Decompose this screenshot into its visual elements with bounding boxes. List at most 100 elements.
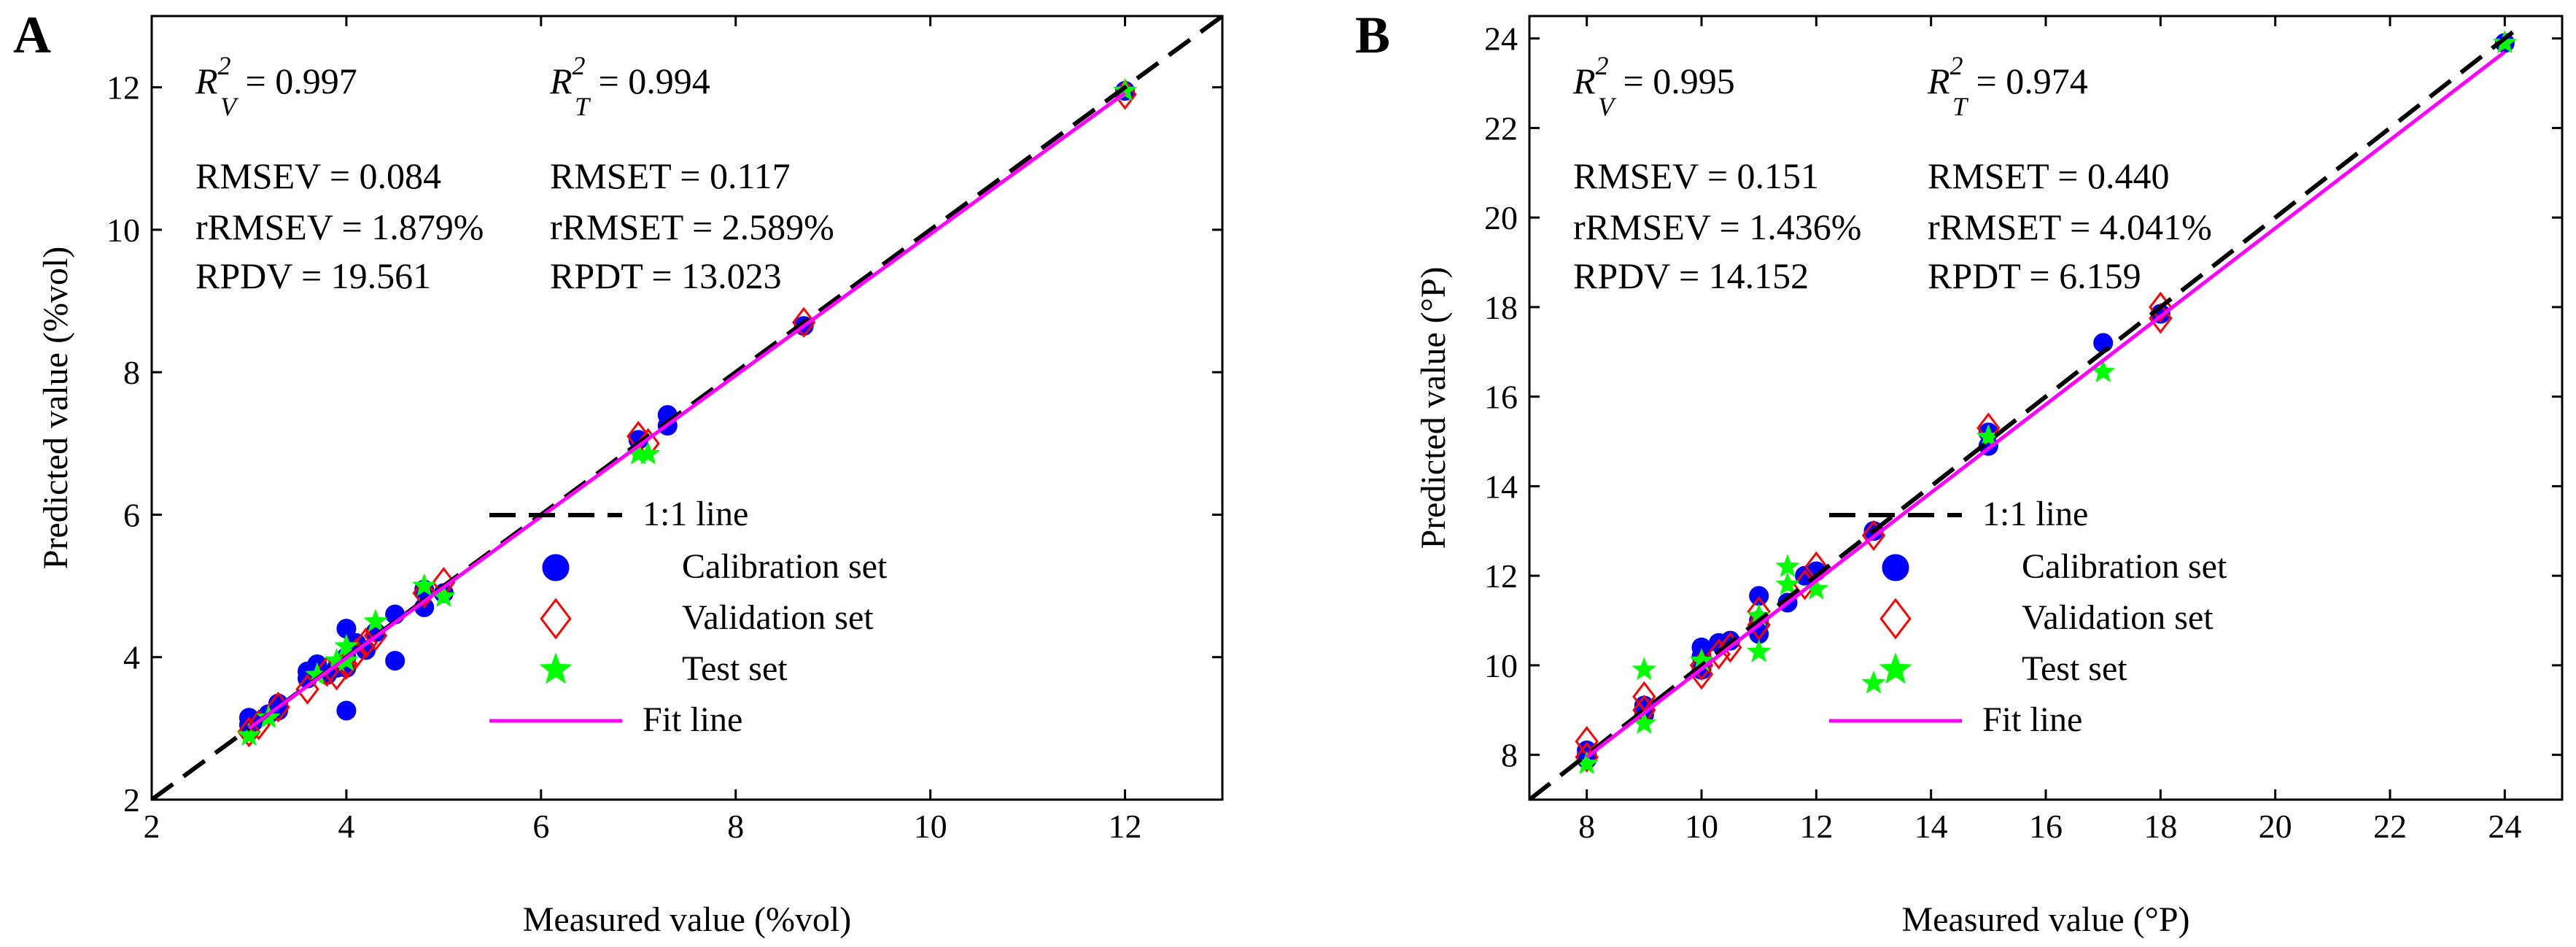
panel-b-r2-value: = 0.974 [1967,61,2088,101]
panel-b-x-tick-label: 10 [1685,808,1718,845]
panel-b-x-axis-title: Measured value (°P) [1901,900,2189,939]
panel-a-legend-label: Calibration set [682,547,888,586]
panel-a-y-tick-label: 8 [123,354,140,391]
panel-a-r2-sup: 2 [573,51,586,80]
panel-a-legend-swatch-validation [540,598,572,640]
panel-b-y-tick-label: 12 [1484,557,1518,595]
panel-b-legend-label: 1:1 line [1982,495,2088,533]
panel-a-data-point [295,673,319,705]
panel-a-data-point [237,716,261,748]
panel-b-legend-swatch-calibration [1882,554,1909,581]
panel-b-r2-test: R2 T = 0.974 [1927,51,2088,121]
panel-b-y-tick-label: 22 [1484,109,1518,147]
panel-b-data-point [1775,571,1800,595]
panel-b-rpd-text: RPDV = 14.152 [1573,255,1809,296]
panel-a-legend-label: Validation set [682,598,874,637]
panel-b-data-point [2492,30,2518,54]
panel-b-r2-sup: 2 [1950,51,1963,80]
panel-b-x-tick-label: 20 [2259,808,2292,845]
panel-b-data-point [1746,638,1772,662]
panel-a-data-point [411,573,437,597]
panel-a-x-tick-label: 8 [727,808,744,845]
panel-a-data-point [336,700,357,721]
panel-b-y-tick-label: 16 [1484,379,1518,416]
panel-a-rpd-text: RPDT = 13.023 [550,255,782,296]
panel-b-rrmse-text: rRMSET = 4.041% [1928,206,2212,247]
panel-b-rrmse-text: rRMSEV = 1.436% [1573,206,1861,247]
panel-a-legend: 1:1 line Calibration set Validation set Tes… [489,495,888,739]
panel-a-lines [152,16,1222,800]
panel-a-r2-symbol: R [195,61,218,101]
panel-b-y-tick-label: 18 [1484,289,1518,326]
panel-b-x-tick-label: 12 [1799,808,1833,845]
panel-b-data-point [1749,586,1769,606]
panel-a-r2-value: = 0.997 [236,61,357,101]
panel-b-y-tick-label: 24 [1484,20,1518,58]
panel-b-r2-sub: T [1952,92,1969,121]
panel-b-rpd-text: RPDT = 6.159 [1928,255,2141,296]
panel-a-r2-sup: 2 [218,51,231,80]
panel-b-r2-value: = 0.995 [1614,61,1735,101]
panel-a-label: A [13,6,51,64]
panel-b-r2-sub: V [1598,92,1617,121]
panel-a-legend-swatch-calibration [542,554,570,581]
panel-b-legend-swatch-validation [1879,598,1912,640]
panel-b-legend-label: Test set [2022,649,2127,688]
panel-a-legend-label: Fit line [643,700,742,739]
panel-a-r2-value: = 0.994 [589,61,710,101]
panel-b-label: B [1355,6,1390,64]
panel-a-r2-validation: R2 V = 0.997 [195,51,357,121]
panel-a-data-point [791,306,816,339]
panel-a-legend-swatch-test [539,652,573,684]
panel-a-x-axis-title: Measured value (%vol) [523,900,852,939]
panel-a-r2-test: R2 T = 0.994 [549,51,710,121]
panel-a-r2-sub: V [220,92,239,121]
panel-b-data-point [1775,554,1800,578]
panel-b-legend-label: Fit line [1982,700,2082,739]
panel-a-x-tick-label: 4 [338,808,354,845]
panel-b-y-axis-title: Predicted value (°P) [1414,266,1453,549]
panel-b-x-tick-label: 18 [2144,808,2177,845]
panel-b-x-tick-label: 16 [2029,808,2063,845]
panel-b-data-point [1632,657,1657,681]
panel-b-legend: 1:1 line Calibration set Validation set Tes… [1829,495,2227,739]
panel-b-legend-swatch-test [1879,652,1912,684]
panel-b-r2-symbol: R [1927,61,1950,101]
panel-a-data-point [385,651,406,671]
panel-a-y-tick-label: 4 [123,639,140,676]
panel-a-x-tick-label: 10 [914,808,947,845]
panel-b-y-tick-label: 8 [1501,737,1518,774]
panel-b-series-test-set [1574,30,2518,775]
panel-a-data-point [236,722,262,746]
panel-a-fit-line [247,91,1127,730]
panel-a-y-tick-label: 6 [123,496,140,533]
panel-b-rmse-text: RMSEV = 0.151 [1573,155,1819,196]
panel-b-y-tick-label: 10 [1484,647,1518,684]
panel-a-y-tick-label: 12 [106,69,140,107]
panel-a-rpd-text: RPDV = 19.561 [195,255,431,296]
panel-b-fit-line [1586,50,2506,759]
panel-a-data-point [412,577,436,609]
panel-a-y-tick-label: 2 [123,781,140,819]
panel-a-legend-label: Test set [682,649,788,688]
panel-a-r2-sub: T [575,92,591,121]
panel-a-x-tick-label: 12 [1109,808,1142,845]
panel-b-data-point [1861,670,1886,694]
panel-a-data-point [635,441,661,465]
panel-b-identity-line [1529,23,2523,800]
panel-a-rrmse-text: rRMSEV = 1.879% [195,206,484,247]
panel-b-x-tick-label: 24 [2488,808,2521,845]
panel-b-x-tick-label: 22 [2373,808,2407,845]
panel-b-legend-label: Calibration set [2022,547,2227,586]
panel-b-x-tick-label: 8 [1578,808,1595,845]
panel-a-rmse-text: RMSET = 0.117 [550,155,791,196]
panel-a-x-tick-label: 6 [532,808,549,845]
panel-a-legend-label: 1:1 line [643,495,748,533]
panel-a-y-tick-label: 10 [106,212,140,249]
panel-a-x-tick-label: 2 [144,808,160,845]
panel-a: A 2 4 6 8 10 12 2 4 6 8 10 12 Measured value (%vol) Pr… [13,6,1224,939]
panel-b-lines [1529,23,2523,800]
panel-b-x-tick-label: 14 [1914,808,1948,845]
panel-b-y-tick-label: 20 [1484,199,1518,236]
